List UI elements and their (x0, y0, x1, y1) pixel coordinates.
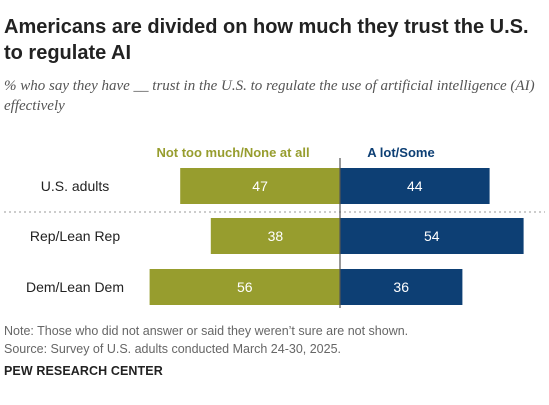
value-label-a-lot-some: 54 (424, 228, 440, 244)
category-label: Rep/Lean Rep (30, 228, 121, 244)
category-label: U.S. adults (41, 178, 109, 194)
chart-note: Note: Those who did not answer or said t… (4, 324, 409, 338)
bar-a-lot-some (340, 218, 524, 254)
legend-not-too-much: Not too much/None at all (156, 145, 309, 160)
chart-subtitle: % who say they have __ trust in the U.S.… (4, 78, 535, 114)
value-label-a-lot-some: 36 (393, 279, 409, 295)
value-label-not-too-much: 56 (237, 279, 253, 295)
chart-source: Source: Survey of U.S. adults conducted … (4, 342, 341, 356)
value-label-not-too-much: 47 (252, 178, 268, 194)
bars-group: U.S. adults 47 44 Rep/Lean Rep 38 54 Dem/Lean … (26, 168, 524, 305)
bar-not-too-much (180, 168, 340, 204)
category-label: Dem/Lean Dem (26, 279, 124, 295)
chart-title: Americans are divided on how much they t… (4, 16, 529, 64)
diverging-bar-chart: Not too much/None at all A lot/Some U.S.… (4, 145, 545, 308)
value-label-not-too-much: 38 (268, 228, 284, 244)
value-label-a-lot-some: 44 (407, 178, 423, 194)
bar-a-lot-some (340, 168, 490, 204)
org-name: PEW RESEARCH CENTER (4, 364, 163, 378)
bar-a-lot-some (340, 269, 463, 305)
bar-not-too-much (149, 269, 340, 305)
legend-a-lot-some: A lot/Some (367, 145, 434, 160)
bar-not-too-much (210, 218, 340, 254)
